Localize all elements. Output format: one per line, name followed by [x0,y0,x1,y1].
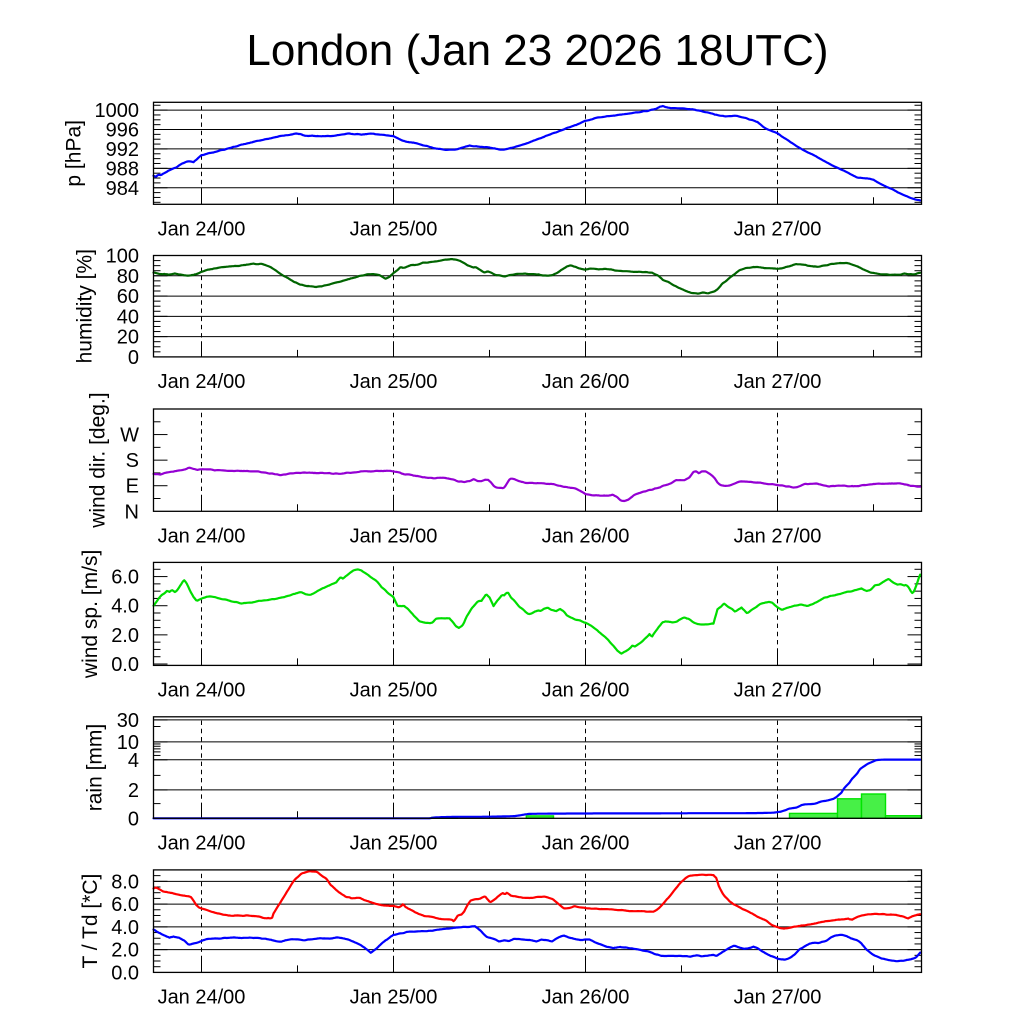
svg-text:Jan 25/00: Jan 25/00 [350,986,438,1008]
svg-text:0: 0 [128,347,139,369]
svg-text:E: E [126,476,139,498]
svg-text:984: 984 [106,178,139,200]
svg-text:10: 10 [117,732,139,754]
svg-text:988: 988 [106,158,139,180]
svg-text:Jan 26/00: Jan 26/00 [542,679,630,701]
svg-text:0.0: 0.0 [111,962,139,984]
svg-text:4.0: 4.0 [111,917,139,939]
svg-text:Jan 26/00: Jan 26/00 [542,371,630,393]
svg-text:2: 2 [128,780,139,802]
svg-text:Jan 27/00: Jan 27/00 [734,986,822,1008]
svg-text:Jan 25/00: Jan 25/00 [350,525,438,547]
svg-text:W: W [120,425,139,447]
svg-text:Jan 24/00: Jan 24/00 [158,525,246,547]
svg-text:Jan 27/00: Jan 27/00 [734,525,822,547]
svg-text:S: S [126,450,139,472]
svg-text:Jan 27/00: Jan 27/00 [734,832,822,854]
svg-text:Jan 27/00: Jan 27/00 [734,371,822,393]
svg-text:996: 996 [106,120,139,142]
svg-text:wind dir. [deg.]: wind dir. [deg.] [86,392,109,528]
svg-text:8.0: 8.0 [111,871,139,893]
svg-text:rain [mm]: rain [mm] [83,724,106,812]
svg-text:0: 0 [128,808,139,830]
svg-text:4.0: 4.0 [111,596,139,618]
svg-text:30: 30 [117,710,139,732]
svg-text:100: 100 [106,246,139,268]
svg-text:Jan 27/00: Jan 27/00 [734,218,822,240]
svg-text:Jan 27/00: Jan 27/00 [734,679,822,701]
svg-text:2.0: 2.0 [111,940,139,962]
svg-text:60: 60 [117,286,139,308]
svg-text:London (Jan 23 2026 18UTC): London (Jan 23 2026 18UTC) [246,26,828,75]
svg-text:0.0: 0.0 [111,654,139,676]
svg-text:Jan 26/00: Jan 26/00 [542,986,630,1008]
svg-text:Jan 25/00: Jan 25/00 [350,218,438,240]
svg-text:40: 40 [117,306,139,328]
svg-text:p [hPa]: p [hPa] [63,120,86,187]
svg-text:Jan 25/00: Jan 25/00 [350,832,438,854]
svg-text:N: N [125,501,139,523]
svg-text:wind sp. [m/s]: wind sp. [m/s] [79,550,102,679]
svg-text:Jan 24/00: Jan 24/00 [158,371,246,393]
svg-text:Jan 24/00: Jan 24/00 [158,986,246,1008]
svg-text:Jan 25/00: Jan 25/00 [350,679,438,701]
svg-text:Jan 24/00: Jan 24/00 [158,679,246,701]
svg-text:T / Td [*C]: T / Td [*C] [79,874,102,969]
svg-text:6.0: 6.0 [111,894,139,916]
svg-text:6.0: 6.0 [111,567,139,589]
svg-text:Jan 26/00: Jan 26/00 [542,218,630,240]
svg-text:Jan 26/00: Jan 26/00 [542,832,630,854]
svg-text:4: 4 [128,750,139,772]
svg-text:992: 992 [106,139,139,161]
svg-text:80: 80 [117,266,139,288]
svg-text:2.0: 2.0 [111,625,139,647]
svg-text:1000: 1000 [95,100,140,122]
svg-text:Jan 26/00: Jan 26/00 [542,525,630,547]
svg-text:Jan 25/00: Jan 25/00 [350,371,438,393]
svg-text:20: 20 [117,327,139,349]
svg-text:humidity [%]: humidity [%] [74,249,97,363]
svg-text:Jan 24/00: Jan 24/00 [158,218,246,240]
svg-text:Jan 24/00: Jan 24/00 [158,832,246,854]
